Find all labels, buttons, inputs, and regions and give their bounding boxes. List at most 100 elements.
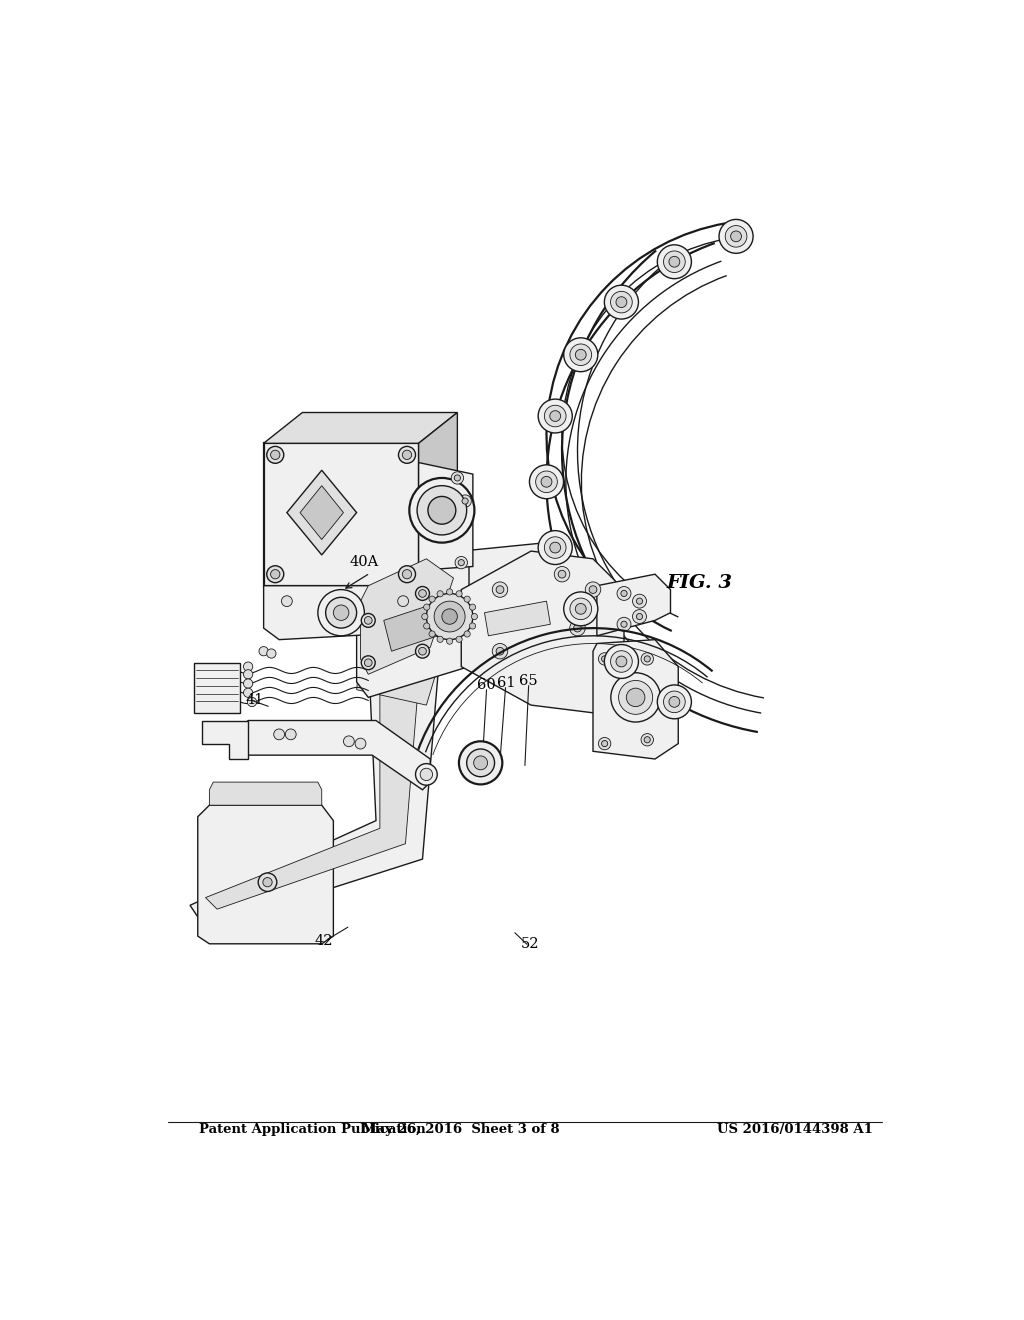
Text: US 2016/0144398 A1: US 2016/0144398 A1 <box>717 1123 872 1137</box>
Circle shape <box>664 251 685 272</box>
Circle shape <box>259 647 268 656</box>
Circle shape <box>361 656 375 669</box>
Circle shape <box>355 738 366 748</box>
Circle shape <box>437 591 443 597</box>
Circle shape <box>244 688 253 697</box>
Circle shape <box>397 595 409 607</box>
Circle shape <box>398 446 416 463</box>
Circle shape <box>422 614 428 619</box>
Circle shape <box>361 614 375 627</box>
Polygon shape <box>384 605 438 651</box>
Circle shape <box>636 614 643 619</box>
Circle shape <box>644 737 650 743</box>
Circle shape <box>266 649 276 659</box>
Polygon shape <box>194 663 241 713</box>
Circle shape <box>446 638 453 644</box>
Circle shape <box>601 741 607 747</box>
Circle shape <box>657 244 691 279</box>
Circle shape <box>570 598 592 619</box>
Circle shape <box>273 729 285 739</box>
Circle shape <box>365 616 372 624</box>
Circle shape <box>426 594 473 640</box>
Polygon shape <box>287 470 356 554</box>
Circle shape <box>474 756 487 770</box>
Circle shape <box>429 597 435 602</box>
Circle shape <box>604 644 638 678</box>
Circle shape <box>621 622 627 627</box>
Text: 65: 65 <box>519 673 538 688</box>
Circle shape <box>244 669 253 678</box>
Polygon shape <box>356 544 469 697</box>
Circle shape <box>424 605 430 610</box>
Circle shape <box>456 636 462 643</box>
Circle shape <box>462 498 468 504</box>
Circle shape <box>248 697 257 706</box>
Polygon shape <box>190 651 438 928</box>
Circle shape <box>539 531 572 565</box>
Circle shape <box>496 586 504 594</box>
Circle shape <box>416 586 429 601</box>
Circle shape <box>464 597 470 602</box>
Circle shape <box>428 496 456 524</box>
Circle shape <box>334 605 349 620</box>
Circle shape <box>669 256 680 267</box>
Circle shape <box>545 405 566 426</box>
Circle shape <box>263 878 272 887</box>
Circle shape <box>446 589 453 595</box>
Circle shape <box>598 653 611 665</box>
Circle shape <box>618 681 652 714</box>
Circle shape <box>575 603 586 614</box>
Circle shape <box>564 338 598 372</box>
Circle shape <box>282 595 292 607</box>
Circle shape <box>657 685 691 719</box>
Circle shape <box>641 734 653 746</box>
Circle shape <box>616 297 627 308</box>
Polygon shape <box>419 412 458 586</box>
Circle shape <box>636 598 643 605</box>
Circle shape <box>471 614 477 619</box>
Circle shape <box>420 768 432 780</box>
Circle shape <box>270 450 280 459</box>
Circle shape <box>464 631 470 638</box>
Circle shape <box>416 644 429 659</box>
Circle shape <box>434 601 465 632</box>
Circle shape <box>545 537 566 558</box>
Circle shape <box>611 673 660 722</box>
Circle shape <box>617 586 631 601</box>
Circle shape <box>270 570 280 579</box>
Circle shape <box>573 624 582 632</box>
Circle shape <box>459 742 503 784</box>
Circle shape <box>459 495 471 507</box>
Text: 40A: 40A <box>350 554 379 569</box>
Circle shape <box>586 582 601 597</box>
Circle shape <box>429 631 435 638</box>
Circle shape <box>402 570 412 579</box>
Circle shape <box>610 651 632 672</box>
Circle shape <box>417 486 467 535</box>
Polygon shape <box>263 586 419 640</box>
Circle shape <box>627 688 645 706</box>
Polygon shape <box>597 574 671 636</box>
Circle shape <box>493 582 508 597</box>
Circle shape <box>326 597 356 628</box>
Circle shape <box>633 610 646 623</box>
Polygon shape <box>593 640 678 759</box>
Circle shape <box>456 591 462 597</box>
Circle shape <box>458 560 464 566</box>
Polygon shape <box>206 667 419 909</box>
Circle shape <box>286 729 296 739</box>
Polygon shape <box>461 552 624 713</box>
Circle shape <box>554 566 569 582</box>
Circle shape <box>455 475 461 480</box>
Circle shape <box>719 219 753 253</box>
Circle shape <box>416 763 437 785</box>
Circle shape <box>419 647 426 655</box>
Circle shape <box>437 636 443 643</box>
Polygon shape <box>391 544 558 667</box>
Text: May 26, 2016  Sheet 3 of 8: May 26, 2016 Sheet 3 of 8 <box>362 1123 560 1137</box>
Circle shape <box>589 586 597 594</box>
Polygon shape <box>263 444 419 586</box>
Circle shape <box>266 446 284 463</box>
Circle shape <box>569 620 586 636</box>
Circle shape <box>469 623 475 630</box>
